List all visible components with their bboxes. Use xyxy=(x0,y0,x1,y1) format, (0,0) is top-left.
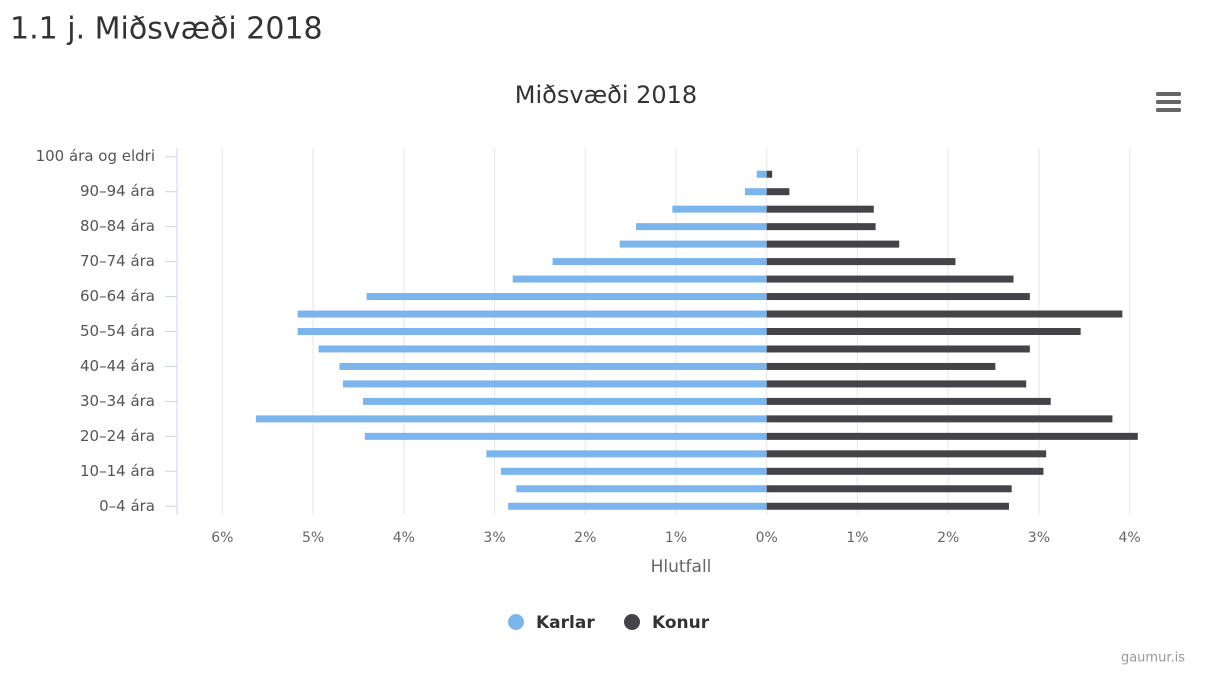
bar xyxy=(766,397,1051,405)
bar xyxy=(364,432,767,440)
y-tick-label: 50–54 ára xyxy=(80,322,155,340)
chart-title: Miðsvæði 2018 xyxy=(515,81,697,109)
bar xyxy=(766,502,1009,510)
bar xyxy=(766,362,996,370)
bar xyxy=(756,170,767,178)
bar xyxy=(766,432,1138,440)
bar xyxy=(766,205,874,213)
legend-marker xyxy=(508,614,524,630)
menu-line[interactable] xyxy=(1156,92,1181,96)
bar xyxy=(766,345,1030,353)
bar xyxy=(362,397,767,405)
x-tick-label: 4% xyxy=(1119,530,1141,546)
bar xyxy=(766,485,1012,493)
y-tick-label: 60–64 ára xyxy=(80,287,155,305)
bar xyxy=(508,502,767,510)
bar xyxy=(766,450,1047,458)
x-tick-label: 1% xyxy=(665,530,687,546)
bar xyxy=(766,310,1123,318)
bar xyxy=(297,310,767,318)
x-tick-label: 4% xyxy=(393,530,415,546)
y-tick-label: 40–44 ára xyxy=(80,357,155,375)
x-tick-label: 5% xyxy=(302,530,324,546)
bar xyxy=(516,485,767,493)
menu-button[interactable] xyxy=(1154,90,1182,114)
x-tick-label: 2% xyxy=(574,530,596,546)
bar xyxy=(619,240,767,248)
legend-marker xyxy=(624,614,640,630)
bar xyxy=(766,258,956,266)
bar xyxy=(366,293,767,301)
bar xyxy=(766,170,773,178)
y-tick-label: 90–94 ára xyxy=(80,182,155,200)
bar xyxy=(486,450,767,458)
x-tick-label: 1% xyxy=(846,530,868,546)
bar xyxy=(766,188,790,196)
bar xyxy=(766,467,1044,475)
y-tick-label: 20–24 ára xyxy=(80,427,155,445)
bar xyxy=(766,380,1027,388)
x-tick-label: 2% xyxy=(937,530,959,546)
y-tick-label: 30–34 ára xyxy=(80,392,155,410)
menu-line[interactable] xyxy=(1156,108,1181,112)
bar xyxy=(636,223,767,231)
bar xyxy=(766,240,900,248)
bar xyxy=(500,467,767,475)
bar xyxy=(552,258,767,266)
bar xyxy=(672,205,767,213)
bar xyxy=(744,188,767,196)
y-tick-label: 70–74 ára xyxy=(80,252,155,270)
bar xyxy=(766,415,1113,423)
y-tick-label: 0–4 ára xyxy=(99,497,155,515)
bar xyxy=(766,223,876,231)
credit: gaumur.is xyxy=(1121,651,1185,666)
menu-line[interactable] xyxy=(1156,100,1181,104)
y-tick-label: 80–84 ára xyxy=(80,217,155,235)
bar xyxy=(339,362,767,370)
bar xyxy=(318,345,767,353)
x-axis-title: Hlutfall xyxy=(651,557,712,577)
page-title: 1.1 j. Miðsvæði 2018 xyxy=(10,12,323,47)
bar xyxy=(766,293,1030,301)
x-tick-label: 3% xyxy=(1028,530,1050,546)
bar xyxy=(512,275,767,283)
x-tick-label: 0% xyxy=(756,530,778,546)
y-tick-label: 10–14 ára xyxy=(80,462,155,480)
bar xyxy=(297,328,767,335)
legend-label: Karlar xyxy=(536,613,595,633)
bar xyxy=(766,275,1014,283)
bar xyxy=(766,328,1081,335)
x-tick-label: 3% xyxy=(483,530,505,546)
x-tick-label: 6% xyxy=(211,530,233,546)
legend-label: Konur xyxy=(652,613,710,633)
bar xyxy=(343,380,767,388)
y-tick-label: 100 ára og eldri xyxy=(36,147,155,165)
bar xyxy=(255,415,767,423)
